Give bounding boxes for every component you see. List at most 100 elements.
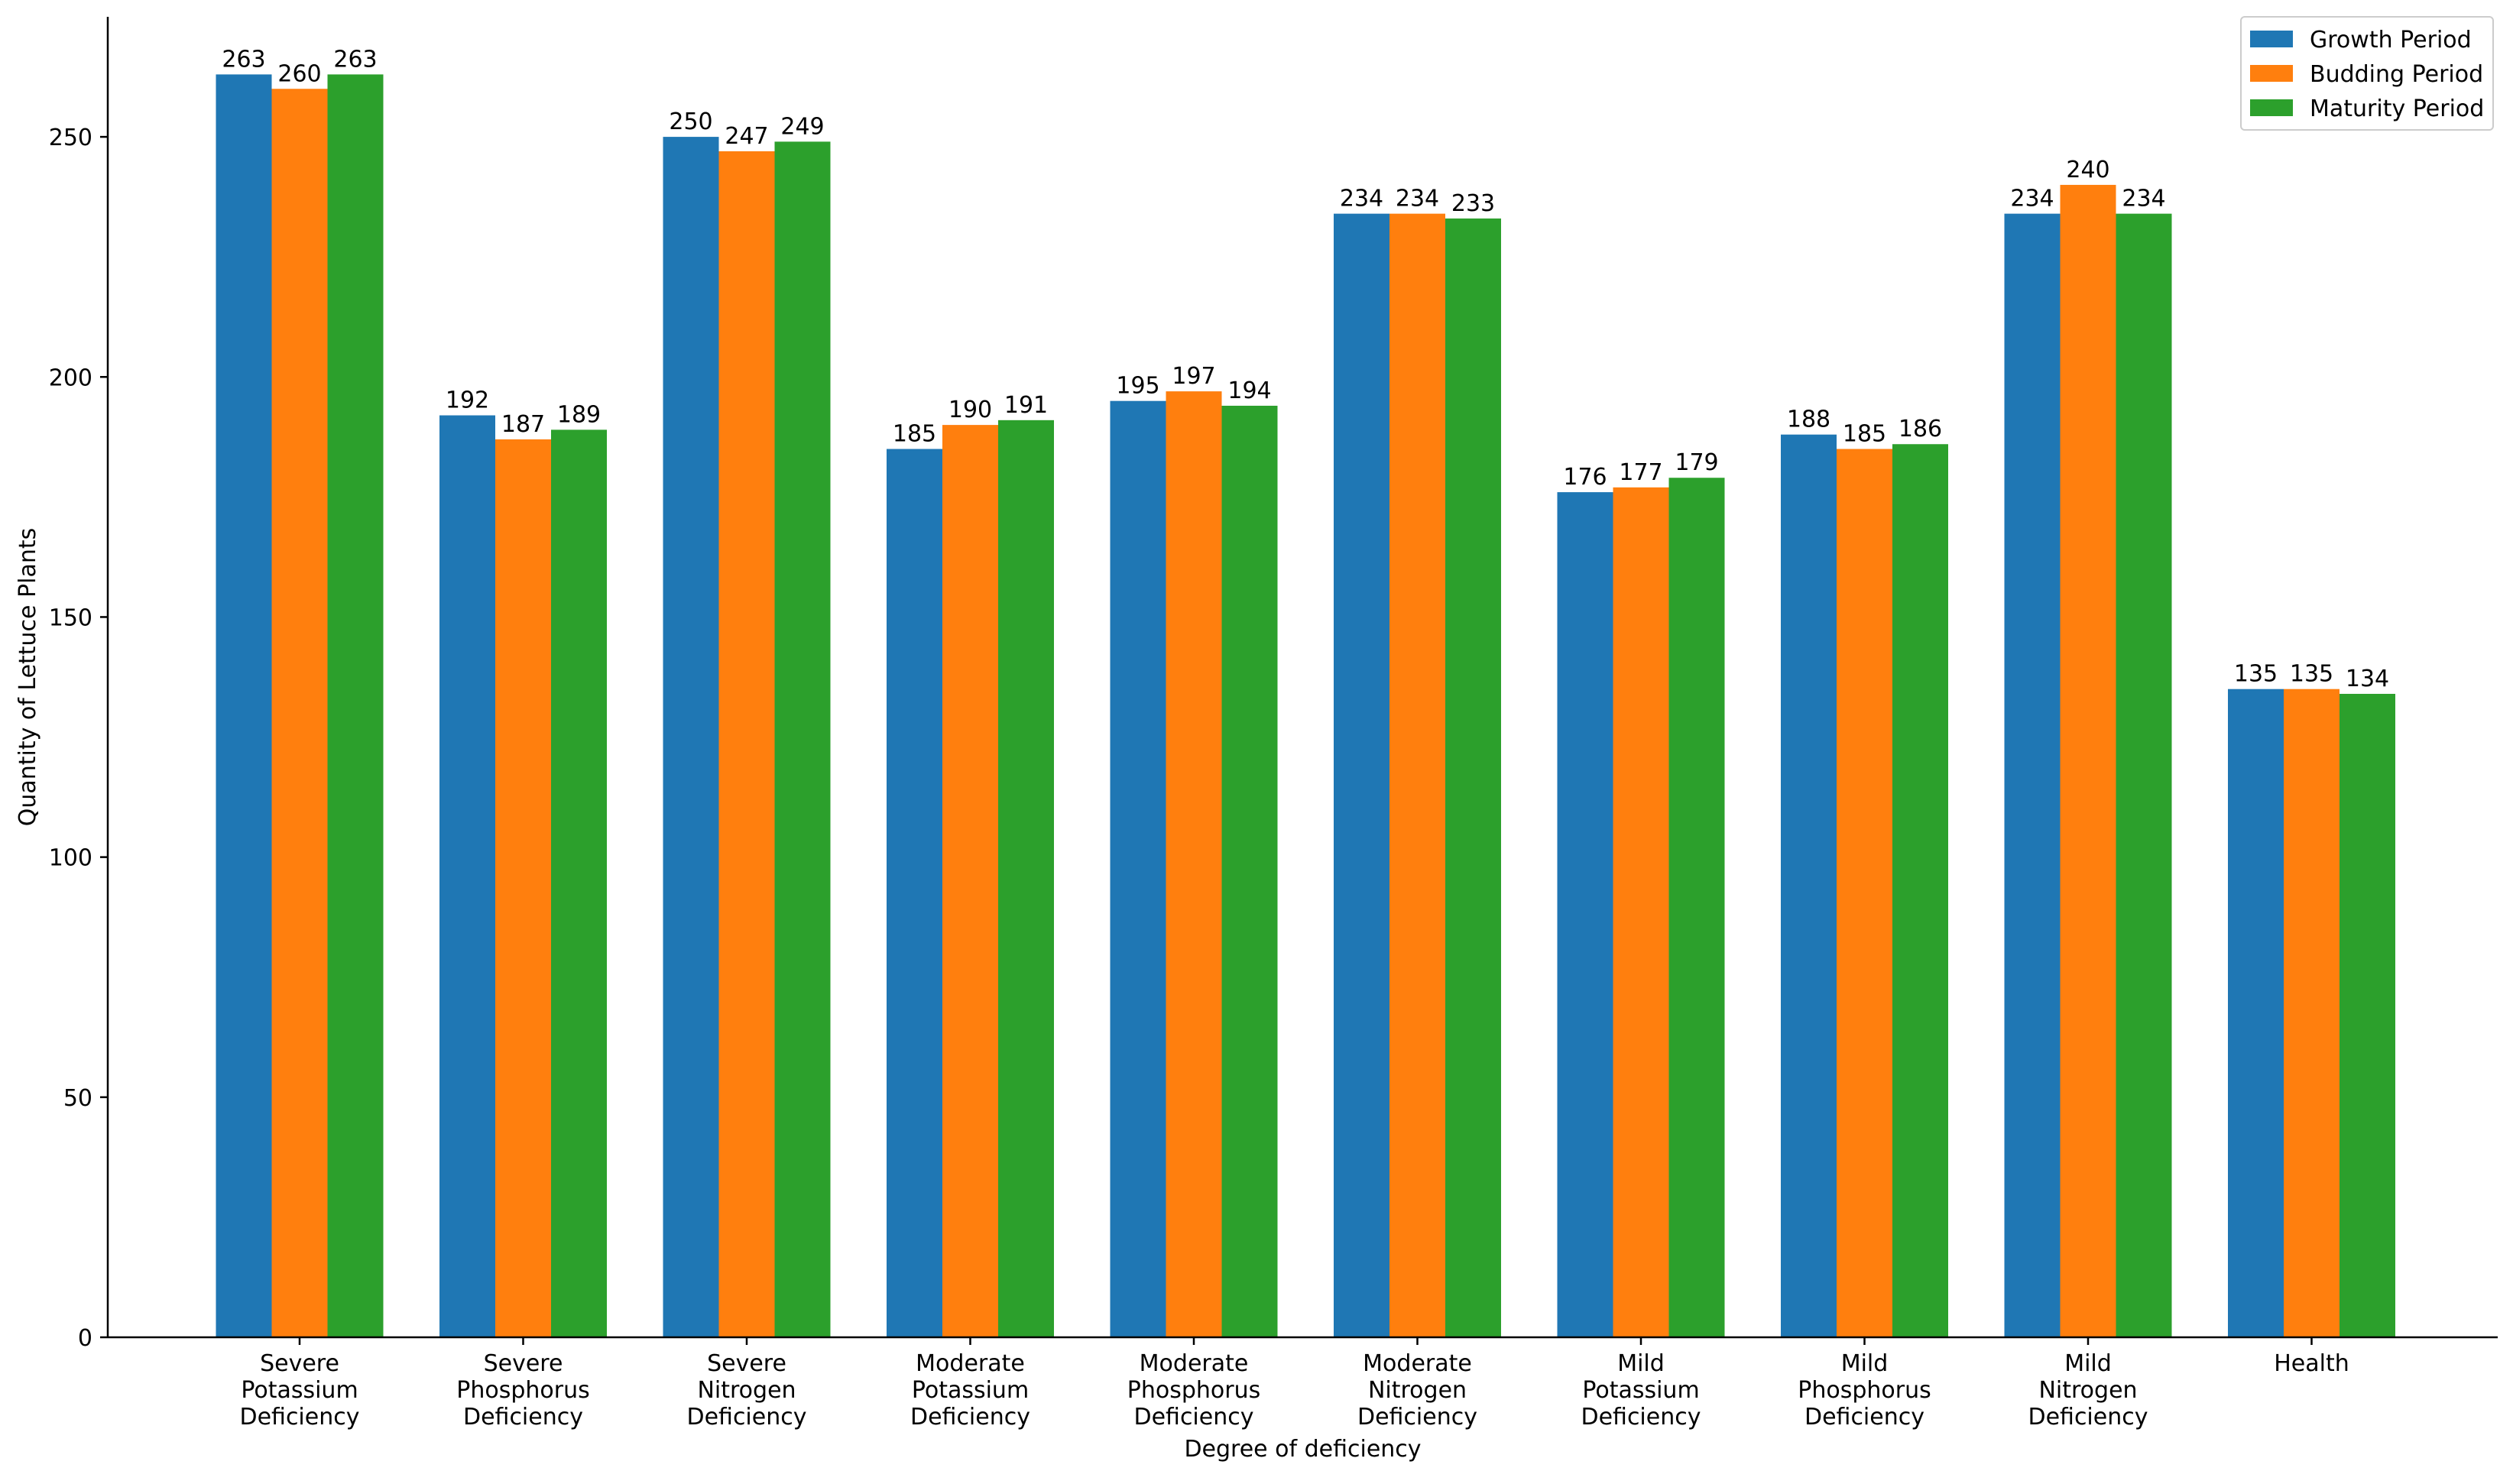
legend: Growth Period Budding Period Maturity Peri… — [2240, 16, 2494, 131]
bar-value-label: 263 — [222, 46, 265, 73]
bar — [774, 141, 831, 1337]
bar — [551, 429, 607, 1337]
bar — [1334, 213, 1389, 1337]
y-tick-label: 100 — [49, 845, 92, 872]
bar-value-label: 179 — [1675, 449, 1718, 476]
bar-value-label: 234 — [2010, 186, 2054, 212]
x-tick-label-line: Nitrogen — [697, 1377, 796, 1404]
x-tick-label-line: Moderate — [1363, 1350, 1472, 1377]
x-tick-label-line: Potassium — [912, 1377, 1029, 1404]
bar — [663, 137, 719, 1338]
bar-value-label: 188 — [1787, 407, 1830, 433]
x-tick-label-line: Potassium — [241, 1377, 358, 1404]
bar — [998, 420, 1054, 1337]
x-tick-label: Severe Nitrogen Deficiency — [686, 1350, 806, 1431]
bar-value-label: 247 — [725, 123, 768, 150]
x-tick-label-line: Deficiency — [686, 1404, 806, 1431]
bar — [216, 74, 272, 1337]
x-tick-label-line: Deficiency — [1581, 1404, 1701, 1431]
y-tick-label: 200 — [49, 365, 92, 391]
bar — [1166, 391, 1222, 1337]
x-tick-label-line: Moderate — [1140, 1350, 1249, 1377]
legend-label: Budding Period — [2310, 61, 2483, 88]
x-tick-label-line: Mild — [1841, 1350, 1889, 1377]
x-tick-label-line: Deficiency — [463, 1404, 583, 1431]
x-tick-label-line: Deficiency — [1357, 1404, 1477, 1431]
bar-value-label: 177 — [1619, 459, 1662, 486]
x-tick-label-line: Phosphorus — [1798, 1377, 1931, 1404]
x-tick-label-line: Phosphorus — [1127, 1377, 1260, 1404]
x-tick-label: Mild Phosphorus Deficiency — [1798, 1350, 1931, 1431]
bar-value-label: 135 — [2234, 661, 2278, 688]
bar — [2284, 689, 2340, 1337]
bar-value-label: 197 — [1172, 363, 1215, 390]
bar-value-label: 186 — [1899, 416, 1942, 442]
bar — [1110, 400, 1166, 1338]
x-tick-label: Severe Potassium Deficiency — [239, 1350, 359, 1431]
bar-value-label: 176 — [1563, 464, 1607, 491]
x-tick-label-line: Moderate — [916, 1350, 1025, 1377]
bar-value-label: 192 — [446, 387, 489, 414]
bar-value-label: 185 — [1843, 421, 1886, 448]
legend-label: Maturity Period — [2310, 96, 2484, 122]
x-tick-label-line: Deficiency — [1133, 1404, 1253, 1431]
y-tick-label: 0 — [78, 1325, 92, 1352]
bar-value-label: 240 — [2066, 157, 2109, 183]
x-tick-label: Mild Nitrogen Deficiency — [2028, 1350, 2148, 1431]
legend-swatch — [2250, 31, 2293, 47]
x-tick-label-line: Deficiency — [1804, 1404, 1924, 1431]
x-tick-label-line: Deficiency — [910, 1404, 1030, 1431]
bar-value-label: 195 — [1116, 373, 1159, 400]
bar — [2228, 689, 2284, 1337]
x-tick-label: Health — [2274, 1350, 2349, 1377]
bar-value-label: 263 — [333, 46, 377, 73]
bar-value-label: 190 — [948, 397, 992, 423]
bar — [887, 449, 942, 1337]
bar-value-label: 191 — [1004, 392, 1048, 419]
bar — [327, 74, 384, 1337]
bar — [1613, 487, 1669, 1337]
bar — [2116, 213, 2172, 1337]
bar-value-label: 134 — [2346, 666, 2389, 692]
bar-value-label: 185 — [893, 421, 936, 448]
legend-swatch — [2250, 99, 2293, 116]
bar-value-label: 234 — [1340, 186, 1383, 212]
bar — [942, 425, 998, 1337]
y-tick-label: 50 — [63, 1085, 92, 1112]
bar — [1837, 449, 1892, 1337]
x-tick-label: Moderate Potassium Deficiency — [910, 1350, 1030, 1431]
x-tick-label-line: Mild — [1617, 1350, 1665, 1377]
bar — [1668, 478, 1725, 1337]
value-labels-layer: 263 260 263 192 187 189 250 247 249 185 190 191 195 1… — [222, 46, 2389, 692]
x-tick-label-line: Nitrogen — [2038, 1377, 2137, 1404]
bar-value-label: 250 — [669, 109, 712, 135]
bar-value-label: 233 — [1451, 190, 1495, 217]
axes-layer — [106, 17, 2498, 1339]
x-tick-label-line: Deficiency — [239, 1404, 359, 1431]
bar — [495, 439, 551, 1338]
bars-layer — [216, 74, 2395, 1338]
x-tick-label-line: Severe — [484, 1350, 563, 1377]
bar — [1221, 405, 1278, 1337]
bar-value-label: 194 — [1227, 377, 1271, 404]
bar — [718, 151, 775, 1338]
bar-value-label: 260 — [277, 60, 321, 87]
x-tick-label-line: Nitrogen — [1368, 1377, 1467, 1404]
legend-box — [2240, 16, 2494, 131]
x-tick-label: Severe Phosphorus Deficiency — [456, 1350, 589, 1431]
bar-value-label: 234 — [1396, 186, 1439, 212]
bar — [2340, 693, 2395, 1337]
y-tick-label: 150 — [49, 604, 92, 631]
bar — [1389, 213, 1445, 1337]
x-tick-label-line: Deficiency — [2028, 1404, 2148, 1431]
x-tick-label-line: Health — [2274, 1350, 2349, 1377]
x-tick-label-line: Potassium — [1582, 1377, 1699, 1404]
x-tick-label: Moderate Phosphorus Deficiency — [1127, 1350, 1260, 1431]
bar — [1781, 434, 1837, 1338]
y-axis-title: Quantity of Lettuce Plants — [15, 528, 41, 827]
x-axis-title: Degree of deficiency — [1184, 1436, 1421, 1463]
bar-value-label: 189 — [557, 401, 601, 428]
bar-value-label: 187 — [501, 411, 545, 438]
bar-value-label: 234 — [2122, 186, 2165, 212]
